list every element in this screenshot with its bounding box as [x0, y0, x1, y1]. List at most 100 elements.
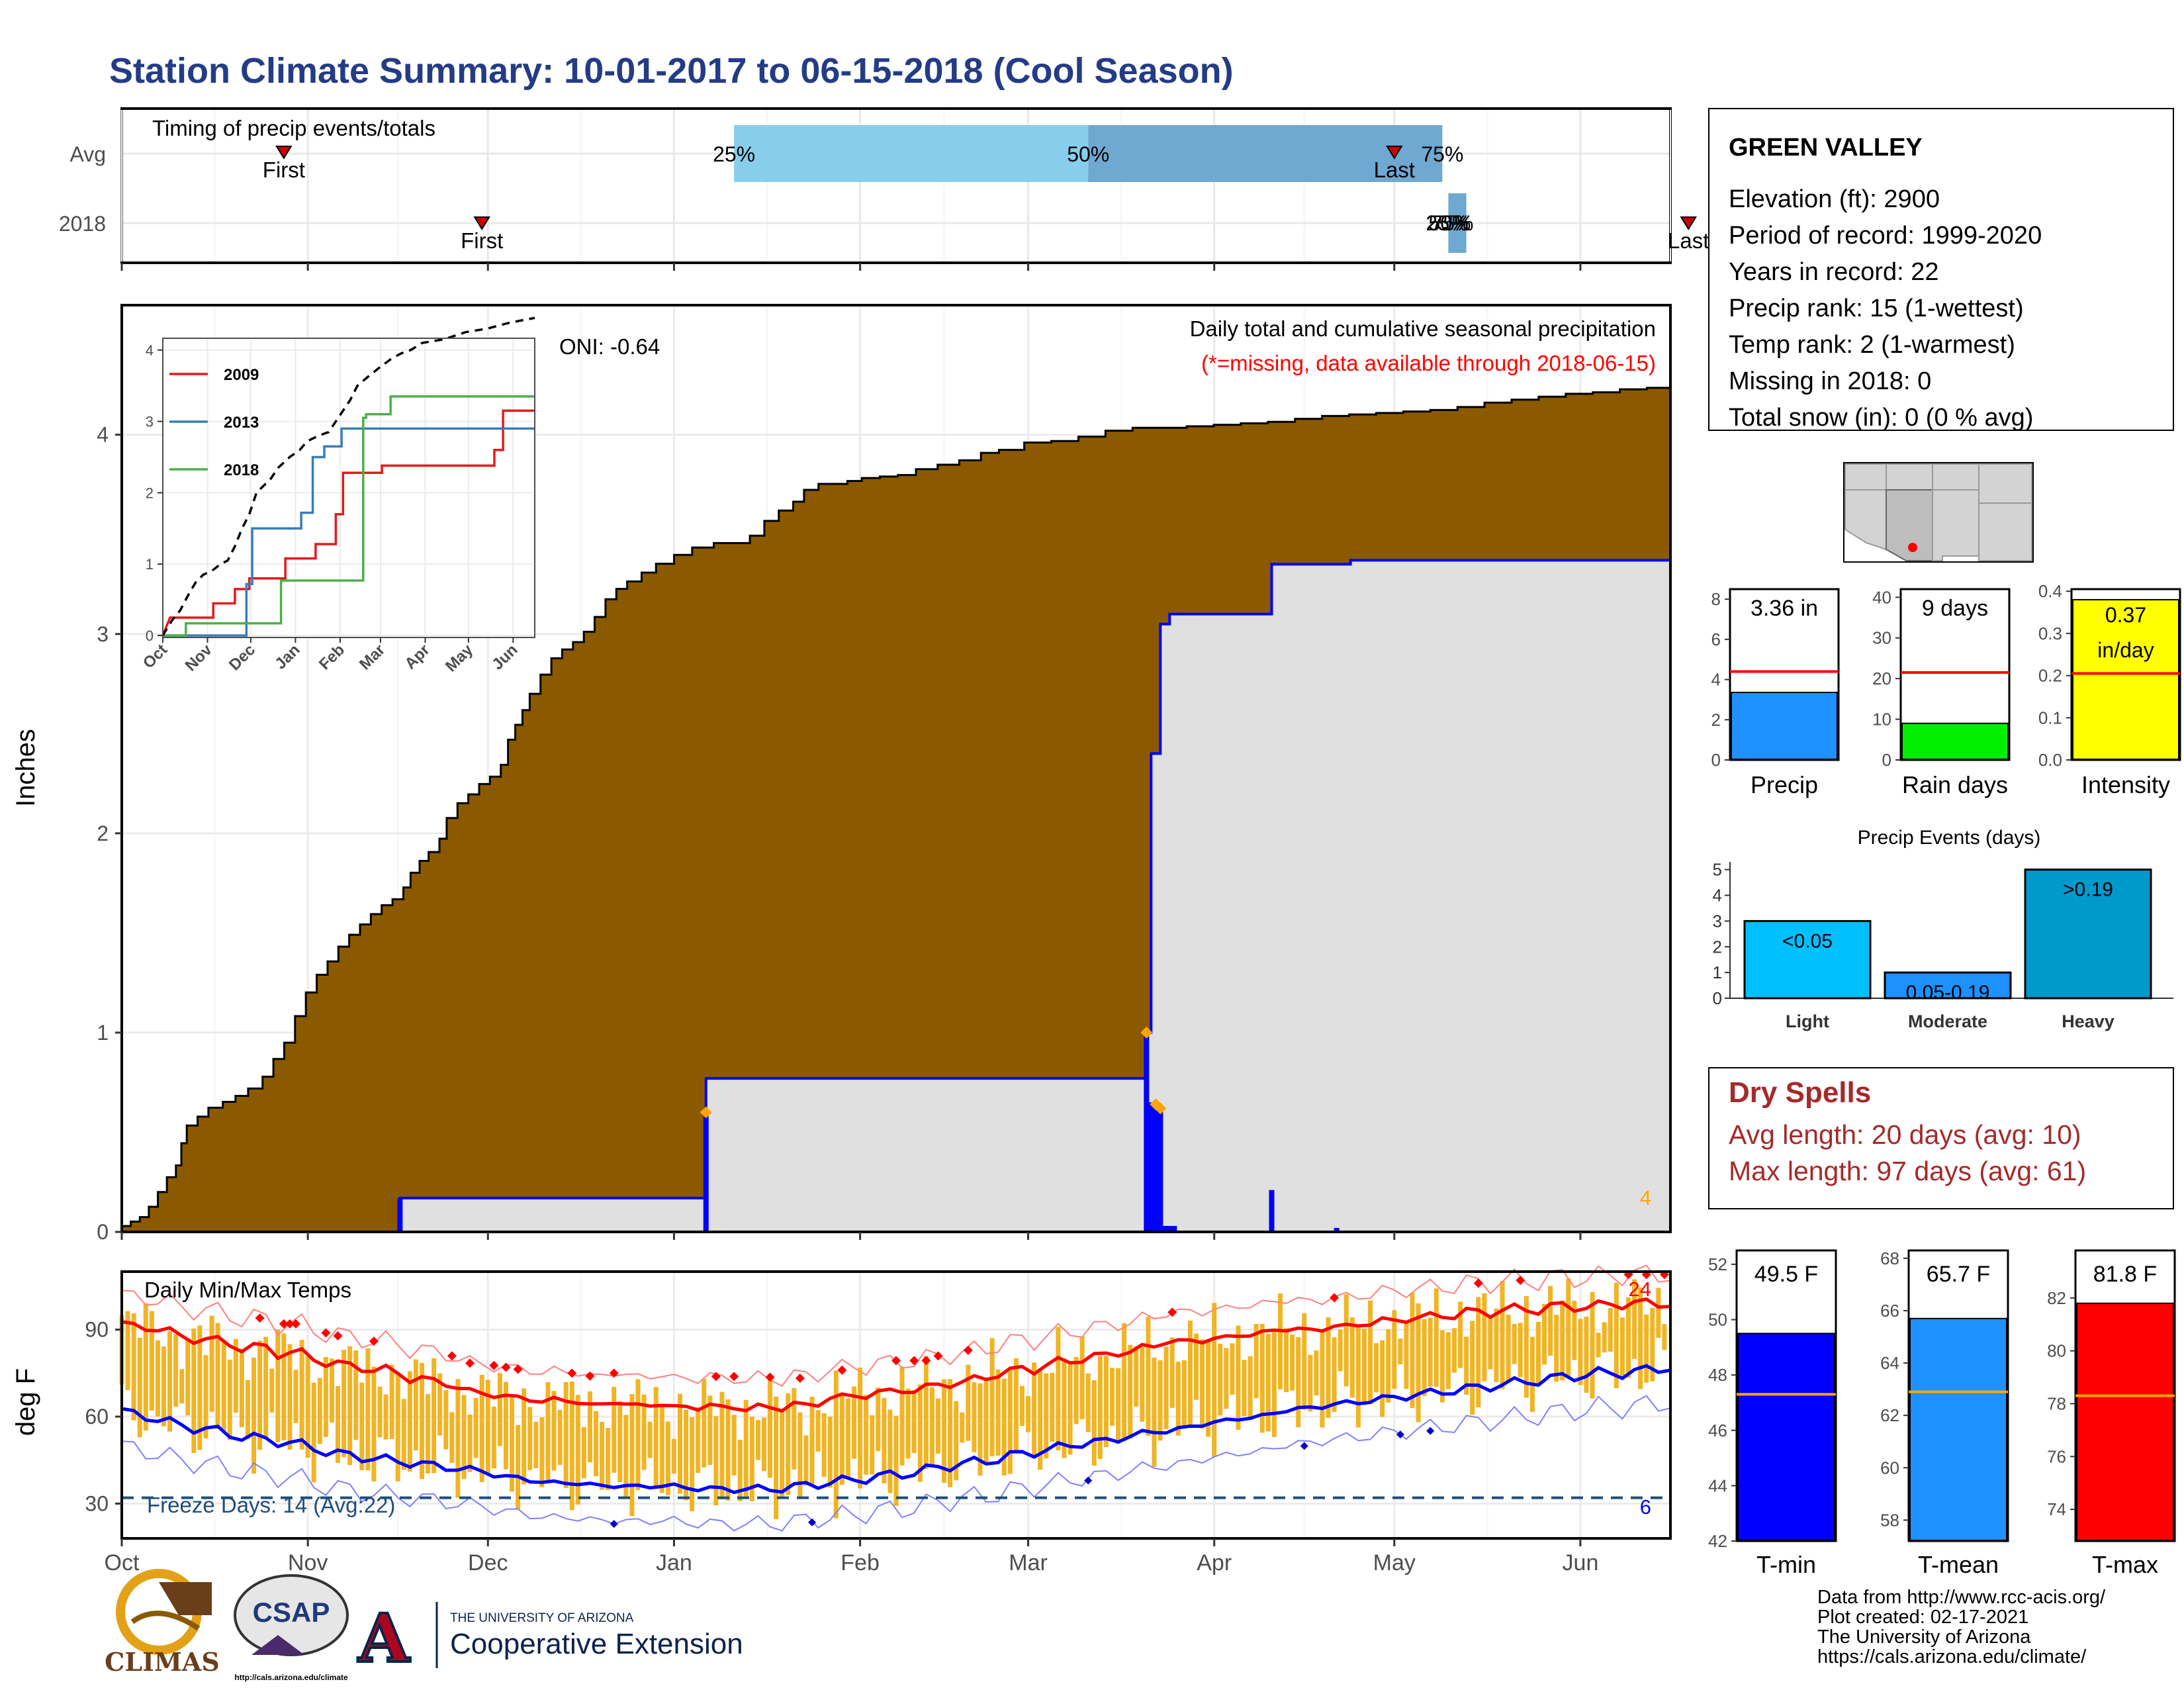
- temp-high-marker-6: [369, 1336, 379, 1346]
- temp-count-low: 6: [1640, 1495, 1651, 1519]
- temp-day-bar-109: [774, 1396, 779, 1519]
- temp-day-bar-150: [1019, 1385, 1024, 1427]
- temp-day-bar-72: [551, 1391, 557, 1471]
- temp-day-bar-156: [1056, 1327, 1061, 1450]
- temp-day-bar-157: [1062, 1358, 1067, 1458]
- station-info-frame: [1708, 108, 2174, 431]
- temp-high-marker-24: [963, 1345, 973, 1355]
- temp-high-marker-5: [333, 1331, 343, 1341]
- temp-day-bar-251: [1626, 1297, 1631, 1378]
- temp-day-bar-229: [1494, 1308, 1499, 1382]
- temp-day-bar-219: [1433, 1288, 1439, 1387]
- minibar-value-b-2: in/day: [2097, 638, 2154, 662]
- inset-line-2013: [163, 427, 535, 637]
- timing-2018-label-2: 75%: [1431, 211, 1473, 235]
- events-bars: 0 1 2 3 4 5 <0.05 Light 0.05-0.19 Moderate >0.19 He…: [1713, 860, 2173, 1031]
- minibar-ticklabel-0-2: 4: [1711, 670, 1721, 690]
- minibar-ticklabel-0-0: 0: [1711, 750, 1721, 770]
- temp-day-bar-143: [978, 1383, 983, 1476]
- temp-day-bar-145: [989, 1338, 995, 1457]
- daily-precip-bar-10: [1334, 1227, 1340, 1232]
- temp-day-bar-61: [485, 1380, 490, 1476]
- temp-day-bar-147: [1001, 1378, 1007, 1476]
- temp-day-bar-243: [1578, 1319, 1583, 1385]
- temp-day-bar-7: [161, 1346, 166, 1427]
- temp-day-bar-250: [1619, 1317, 1625, 1378]
- temp-day-bar-222: [1451, 1328, 1457, 1373]
- temp-day-bar-168: [1128, 1344, 1133, 1439]
- timing-avg-p75-label: 75%: [1421, 142, 1463, 166]
- precip-events-chart: Precip Events (days) 0 1 2 3 4 5 <0.05 Light 0.0…: [1713, 827, 2173, 1031]
- temp-day-bar-128: [887, 1409, 893, 1493]
- temp-day-bar-91: [665, 1421, 670, 1495]
- minibar-value-0: 3.36 in: [1751, 596, 1818, 621]
- daily-precip-bar-4: [1153, 1104, 1159, 1232]
- events-value-label-Light: <0.05: [1782, 930, 1833, 952]
- daily-precip-bar-5: [1158, 1108, 1163, 1232]
- minibar-ticklabel-1-4: 40: [1872, 587, 1891, 607]
- temp-low-marker-4: [1396, 1430, 1404, 1439]
- temp-day-bar-17: [221, 1341, 226, 1432]
- inset-line-average: [161, 316, 535, 636]
- map-state-utah: [1886, 463, 1933, 491]
- temp-day-bar-53: [437, 1373, 443, 1436]
- temp-day-bar-69: [533, 1421, 539, 1468]
- temp-day-bar-197: [1302, 1313, 1307, 1410]
- average-min-line: [121, 1364, 1671, 1495]
- temp-day-bar-55: [449, 1412, 455, 1463]
- temp-day-bar-37: [341, 1350, 347, 1458]
- temp-day-bar-138: [948, 1379, 953, 1487]
- temp-day-bar-11: [185, 1338, 191, 1416]
- temp-day-bar-77: [581, 1427, 586, 1479]
- ua-logo-big: Cooperative Extension: [450, 1628, 743, 1660]
- temp-day-bar-88: [647, 1421, 653, 1458]
- temp-day-bar-252: [1632, 1279, 1637, 1359]
- dry-spells-frame: [1708, 1067, 2174, 1209]
- temp-day-bar-148: [1007, 1370, 1013, 1474]
- temp-day-bar-96: [696, 1407, 701, 1474]
- events-value-label-Moderate: 0.05-0.19: [1906, 982, 1990, 1004]
- temp-day-bar-10: [179, 1369, 185, 1404]
- temp-high-marker-3: [291, 1319, 301, 1329]
- station-name: GREEN VALLEY: [1729, 134, 1923, 162]
- climas-logo: CLIMAS: [105, 1569, 220, 1677]
- temp-day-bar-60: [479, 1374, 484, 1483]
- month-label-2: Dec: [468, 1550, 508, 1575]
- oni-label: ONI: -0.64: [559, 334, 660, 359]
- temp-day-bar-119: [833, 1370, 839, 1519]
- temp-day-bar-58: [467, 1414, 473, 1472]
- inset-frame: [162, 338, 535, 638]
- daily-precip-bar-2: [1144, 1032, 1150, 1232]
- temp-day-bar-249: [1614, 1282, 1619, 1389]
- daily-precip-bar-3: [1148, 1102, 1154, 1232]
- precip-y-ticklabel-1: 1: [97, 1021, 109, 1045]
- temp-day-bar-254: [1644, 1314, 1649, 1383]
- temp-day-bar-185: [1230, 1343, 1235, 1395]
- temp-day-bar-183: [1218, 1343, 1223, 1416]
- temp-day-bar-121: [845, 1398, 850, 1478]
- temp-y-ticklabel-0: 30: [85, 1491, 109, 1515]
- seasonal-temp-bars: 42 44 46 48 50 52 49.5 F T-min 58 60 62 64 66 68 65.7 …: [1708, 1248, 2176, 1578]
- temp-day-bar-83: [617, 1401, 623, 1482]
- timing-2018-first-label: First: [461, 228, 503, 253]
- temp-day-bar-104: [743, 1399, 749, 1497]
- temp-high-marker-4: [321, 1328, 331, 1338]
- temp-day-bar-192: [1271, 1331, 1277, 1437]
- seasonal-mini-bars: 0 2 4 6 8 3.36 in Precip 0 10 20 30 40 9 days Rain da…: [1711, 581, 2181, 798]
- precip-y-ticklabel-2: 2: [97, 821, 109, 845]
- tempbar-label-2: T-max: [2092, 1551, 2158, 1578]
- tempbar-ticklabel-1-0: 58: [1880, 1510, 1899, 1530]
- temp-day-bar-176: [1175, 1362, 1181, 1436]
- tempbar-ticklabel-2-1: 76: [2047, 1446, 2066, 1466]
- tempbar-ticklabel-0-4: 50: [1708, 1310, 1727, 1330]
- temp-day-bar-220: [1439, 1330, 1445, 1403]
- precip-y-ticklabel-4: 4: [97, 423, 109, 447]
- timing-2018-last-marker: [1680, 216, 1697, 230]
- credits-text: Data from http://www.rcc-acis.org/ Plot …: [1817, 1587, 2106, 1667]
- csap-logo-url: http://cals.arizona.edu/climate: [234, 1673, 348, 1682]
- temp-day-bar-213: [1398, 1338, 1403, 1365]
- temp-high-marker-16: [729, 1372, 739, 1382]
- timing-avg-p25-label: 25%: [713, 142, 755, 166]
- tempbar-ticklabel-1-3: 64: [1880, 1353, 1899, 1373]
- temp-day-bar-211: [1386, 1329, 1391, 1403]
